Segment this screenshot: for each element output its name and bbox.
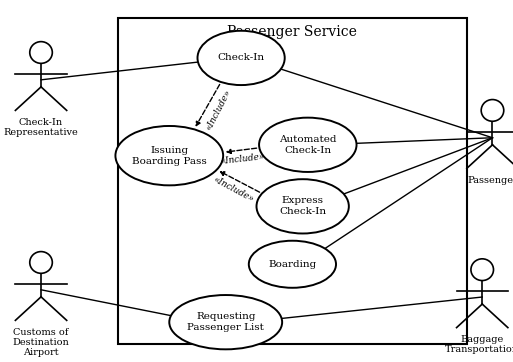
Text: Baggage
Transportation: Baggage Transportation	[445, 335, 513, 354]
Text: Automated
Check-In: Automated Check-In	[279, 135, 337, 155]
Ellipse shape	[198, 31, 285, 85]
Ellipse shape	[256, 179, 349, 233]
Text: «Include»: «Include»	[220, 152, 265, 166]
Ellipse shape	[30, 42, 52, 63]
Text: Passenger Service: Passenger Service	[227, 25, 358, 39]
Text: Check-In: Check-In	[218, 54, 265, 62]
Text: Customs of
Destination
Airport: Customs of Destination Airport	[13, 328, 69, 357]
Text: «Include»: «Include»	[205, 88, 233, 132]
Text: Boarding: Boarding	[268, 260, 317, 269]
FancyBboxPatch shape	[118, 18, 467, 344]
Ellipse shape	[115, 126, 223, 185]
Text: Express
Check-In: Express Check-In	[279, 196, 326, 216]
Ellipse shape	[249, 241, 336, 288]
Ellipse shape	[481, 100, 504, 121]
Ellipse shape	[30, 252, 52, 273]
Text: Requesting
Passenger List: Requesting Passenger List	[187, 312, 264, 332]
Text: «Include»: «Include»	[211, 175, 255, 204]
Ellipse shape	[169, 295, 282, 349]
Ellipse shape	[471, 259, 494, 281]
Ellipse shape	[259, 118, 357, 172]
Text: Check-In
Representative: Check-In Representative	[4, 118, 78, 137]
Text: Passenger: Passenger	[467, 176, 513, 185]
Text: Issuing
Boarding Pass: Issuing Boarding Pass	[132, 146, 207, 166]
